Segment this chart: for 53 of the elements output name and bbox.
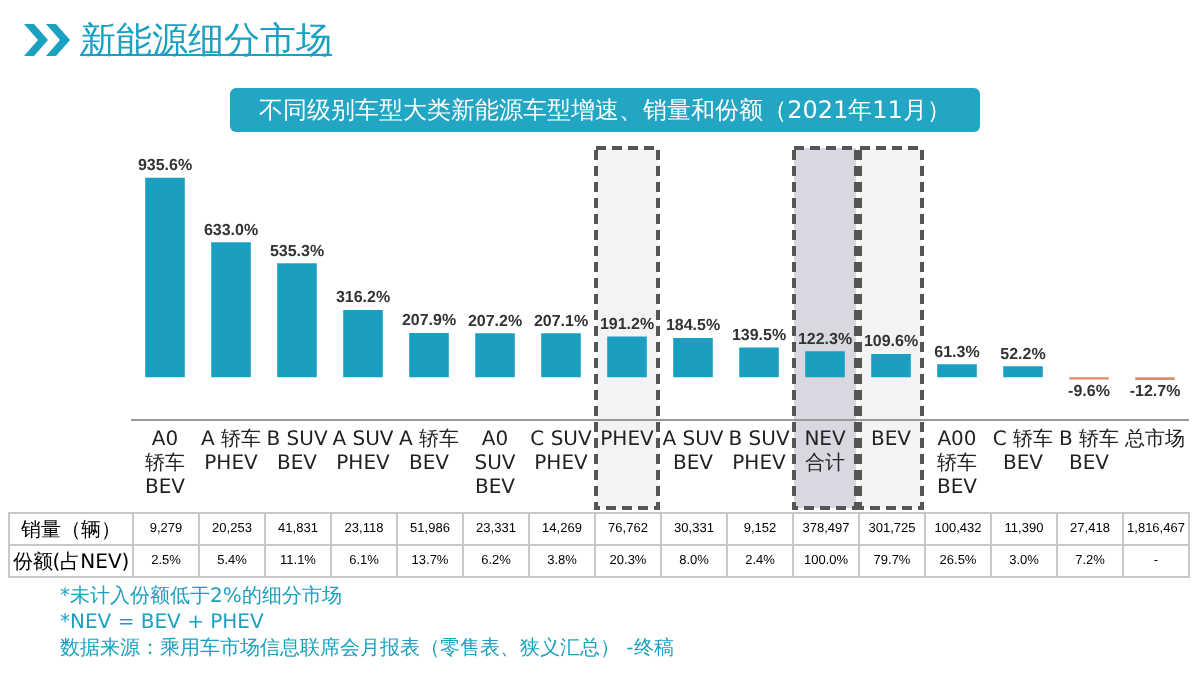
data-label: 139.5% bbox=[731, 325, 787, 344]
bar bbox=[871, 353, 911, 378]
bar bbox=[277, 263, 317, 378]
data-label: -9.6% bbox=[1068, 381, 1110, 400]
data-label: 52.2% bbox=[1000, 344, 1046, 363]
bar bbox=[607, 336, 647, 378]
x-tick-label: A0 轿车 BEV bbox=[144, 429, 186, 500]
bar bbox=[739, 347, 779, 378]
bar bbox=[541, 333, 581, 378]
bar bbox=[475, 333, 515, 378]
x-tick-label: C SUV PHEV bbox=[530, 429, 592, 476]
data-label: 633.0% bbox=[203, 220, 259, 239]
bar bbox=[805, 351, 845, 378]
bar bbox=[937, 364, 977, 378]
y-tick-label: 份额(占NEV) bbox=[9, 545, 133, 577]
x-tick-label: A SUV PHEV bbox=[332, 429, 394, 476]
data-label: 61.3% bbox=[934, 342, 980, 361]
source-note: 数据来源：乘用车市场信息联席会月报表（零售表、狭义汇总） -终稿 bbox=[60, 636, 674, 662]
data-label: 207.2% bbox=[467, 311, 523, 330]
data-label: 191.2% bbox=[599, 314, 655, 333]
x-tick-label: A 轿车 PHEV bbox=[200, 427, 262, 476]
x-tick-label: NEV合计 bbox=[804, 429, 846, 476]
text: *NEV = BEV + PHEV bbox=[60, 610, 266, 636]
data-label: 316.2% bbox=[335, 288, 391, 307]
data-label: 207.9% bbox=[401, 311, 457, 330]
data-label: 109.6% bbox=[863, 332, 919, 351]
data-label: 207.1% bbox=[533, 311, 589, 330]
x-tick-label: C 轿车 BEV bbox=[992, 427, 1054, 476]
x-tick-label: PHEV bbox=[600, 429, 655, 452]
bar bbox=[145, 177, 185, 378]
data-label: 122.3% bbox=[797, 329, 853, 348]
data-label: 535.3% bbox=[269, 241, 325, 260]
x-tick-label: 总市场 bbox=[1123, 427, 1185, 452]
data-label: 935.6% bbox=[137, 156, 193, 175]
x-tick-label: A 轿车 BEV bbox=[398, 427, 460, 476]
bar bbox=[211, 242, 251, 378]
data-label: -12.7% bbox=[1129, 382, 1181, 401]
bar bbox=[409, 332, 449, 378]
x-tick-label: A SUV BEV bbox=[662, 429, 724, 476]
x-tick-label: B 轿车 BEV bbox=[1058, 427, 1120, 476]
x-tick-label: BEV bbox=[870, 429, 912, 452]
bar bbox=[1003, 366, 1043, 378]
text: *未计入份额低于2%的细分市场 bbox=[60, 584, 344, 610]
bar bbox=[673, 337, 713, 378]
chart-title: 新能源细分市场 bbox=[80, 18, 332, 64]
bar bbox=[343, 309, 383, 378]
x-tick-label: A00 轿车 BEV bbox=[936, 429, 978, 500]
x-tick-label: A0 SUV BEV bbox=[474, 429, 516, 500]
x-tick-label: B SUV PHEV bbox=[728, 429, 790, 476]
data-label: 184.5% bbox=[665, 316, 721, 335]
chart-subtitle: 不同级别车型大类新能源车型增速、销量和份额（2021年11月） bbox=[230, 88, 980, 132]
x-tick-label: B SUV BEV bbox=[266, 429, 328, 476]
y-tick-label: 销量（辆） bbox=[9, 513, 133, 545]
